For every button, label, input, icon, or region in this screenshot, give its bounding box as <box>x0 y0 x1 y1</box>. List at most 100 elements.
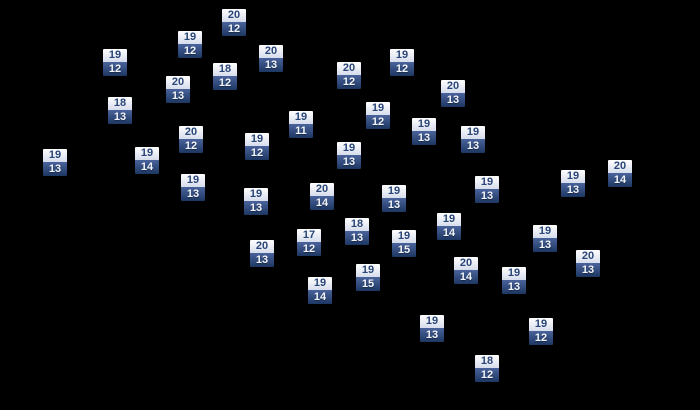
temp-badge[interactable]: 19 13 <box>382 185 406 212</box>
temp-badge[interactable]: 20 12 <box>222 9 246 36</box>
low-temp-value: 13 <box>259 58 283 72</box>
low-temp-value: 13 <box>244 201 268 215</box>
high-temp-value: 20 <box>310 183 334 196</box>
temp-badge[interactable]: 20 13 <box>166 76 190 103</box>
low-temp-value: 13 <box>250 253 274 267</box>
low-temp-value: 13 <box>43 162 67 176</box>
high-temp-value: 19 <box>475 176 499 189</box>
low-temp-value: 15 <box>356 277 380 291</box>
low-temp-value: 14 <box>135 160 159 174</box>
low-temp-value: 14 <box>308 290 332 304</box>
temp-badge[interactable]: 19 13 <box>181 174 205 201</box>
temp-badge[interactable]: 19 12 <box>103 49 127 76</box>
temp-badge[interactable]: 19 12 <box>245 133 269 160</box>
temp-badge[interactable]: 20 14 <box>310 183 334 210</box>
high-temp-value: 19 <box>461 126 485 139</box>
high-temp-value: 19 <box>181 174 205 187</box>
high-temp-value: 19 <box>103 49 127 62</box>
temp-badge[interactable]: 19 15 <box>392 230 416 257</box>
temp-badge[interactable]: 19 12 <box>366 102 390 129</box>
high-temp-value: 19 <box>289 111 313 124</box>
high-temp-value: 19 <box>245 133 269 146</box>
temp-badge[interactable]: 19 11 <box>289 111 313 138</box>
temp-badge[interactable]: 18 12 <box>213 63 237 90</box>
temp-badge[interactable]: 20 14 <box>454 257 478 284</box>
temp-badge[interactable]: 19 13 <box>337 142 361 169</box>
high-temp-value: 20 <box>222 9 246 22</box>
low-temp-value: 12 <box>179 139 203 153</box>
high-temp-value: 19 <box>529 318 553 331</box>
temp-badge[interactable]: 20 13 <box>441 80 465 107</box>
temp-badge[interactable]: 18 13 <box>108 97 132 124</box>
high-temp-value: 17 <box>297 229 321 242</box>
low-temp-value: 12 <box>390 62 414 76</box>
high-temp-value: 19 <box>244 188 268 201</box>
low-temp-value: 13 <box>420 328 444 342</box>
high-temp-value: 20 <box>454 257 478 270</box>
high-temp-value: 19 <box>382 185 406 198</box>
temp-badge[interactable]: 19 13 <box>43 149 67 176</box>
high-temp-value: 20 <box>337 62 361 75</box>
high-temp-value: 18 <box>475 355 499 368</box>
temp-badge[interactable]: 19 14 <box>135 147 159 174</box>
high-temp-value: 20 <box>179 126 203 139</box>
temp-badge[interactable]: 20 13 <box>259 45 283 72</box>
high-temp-value: 19 <box>135 147 159 160</box>
temp-badge[interactable]: 20 12 <box>179 126 203 153</box>
low-temp-value: 12 <box>475 368 499 382</box>
low-temp-value: 13 <box>166 89 190 103</box>
low-temp-value: 11 <box>289 124 313 138</box>
high-temp-value: 20 <box>259 45 283 58</box>
temp-badge[interactable]: 20 12 <box>337 62 361 89</box>
high-temp-value: 19 <box>390 49 414 62</box>
low-temp-value: 12 <box>222 22 246 36</box>
high-temp-value: 19 <box>337 142 361 155</box>
temp-badge[interactable]: 18 13 <box>345 218 369 245</box>
high-temp-value: 19 <box>356 264 380 277</box>
temp-badge[interactable]: 17 12 <box>297 229 321 256</box>
low-temp-value: 13 <box>382 198 406 212</box>
low-temp-value: 12 <box>178 44 202 58</box>
temp-badge[interactable]: 19 13 <box>420 315 444 342</box>
temp-badge[interactable]: 19 12 <box>390 49 414 76</box>
low-temp-value: 13 <box>475 189 499 203</box>
temp-badge[interactable]: 19 14 <box>308 277 332 304</box>
low-temp-value: 14 <box>437 226 461 240</box>
high-temp-value: 18 <box>345 218 369 231</box>
high-temp-value: 20 <box>441 80 465 93</box>
low-temp-value: 12 <box>297 242 321 256</box>
low-temp-value: 13 <box>181 187 205 201</box>
low-temp-value: 13 <box>533 238 557 252</box>
high-temp-value: 18 <box>108 97 132 110</box>
temp-badge[interactable]: 19 13 <box>561 170 585 197</box>
low-temp-value: 14 <box>454 270 478 284</box>
temp-badge[interactable]: 19 13 <box>244 188 268 215</box>
temp-badge[interactable]: 19 13 <box>412 118 436 145</box>
temp-badge[interactable]: 19 13 <box>502 267 526 294</box>
low-temp-value: 14 <box>608 173 632 187</box>
temp-badge[interactable]: 19 13 <box>461 126 485 153</box>
temp-badge[interactable]: 19 15 <box>356 264 380 291</box>
temp-badge[interactable]: 19 14 <box>437 213 461 240</box>
high-temp-value: 19 <box>43 149 67 162</box>
temp-badge[interactable]: 18 12 <box>475 355 499 382</box>
temp-badge[interactable]: 20 14 <box>608 160 632 187</box>
high-temp-value: 19 <box>308 277 332 290</box>
low-temp-value: 13 <box>337 155 361 169</box>
low-temp-value: 13 <box>561 183 585 197</box>
high-temp-value: 19 <box>178 31 202 44</box>
low-temp-value: 13 <box>441 93 465 107</box>
high-temp-value: 19 <box>420 315 444 328</box>
low-temp-value: 12 <box>213 76 237 90</box>
temp-badge[interactable]: 19 13 <box>533 225 557 252</box>
temp-badge[interactable]: 20 13 <box>250 240 274 267</box>
low-temp-value: 12 <box>366 115 390 129</box>
low-temp-value: 13 <box>576 263 600 277</box>
temp-badge[interactable]: 19 13 <box>475 176 499 203</box>
temp-badge[interactable]: 20 13 <box>576 250 600 277</box>
low-temp-value: 13 <box>502 280 526 294</box>
high-temp-value: 20 <box>608 160 632 173</box>
temp-badge[interactable]: 19 12 <box>529 318 553 345</box>
temp-badge[interactable]: 19 12 <box>178 31 202 58</box>
